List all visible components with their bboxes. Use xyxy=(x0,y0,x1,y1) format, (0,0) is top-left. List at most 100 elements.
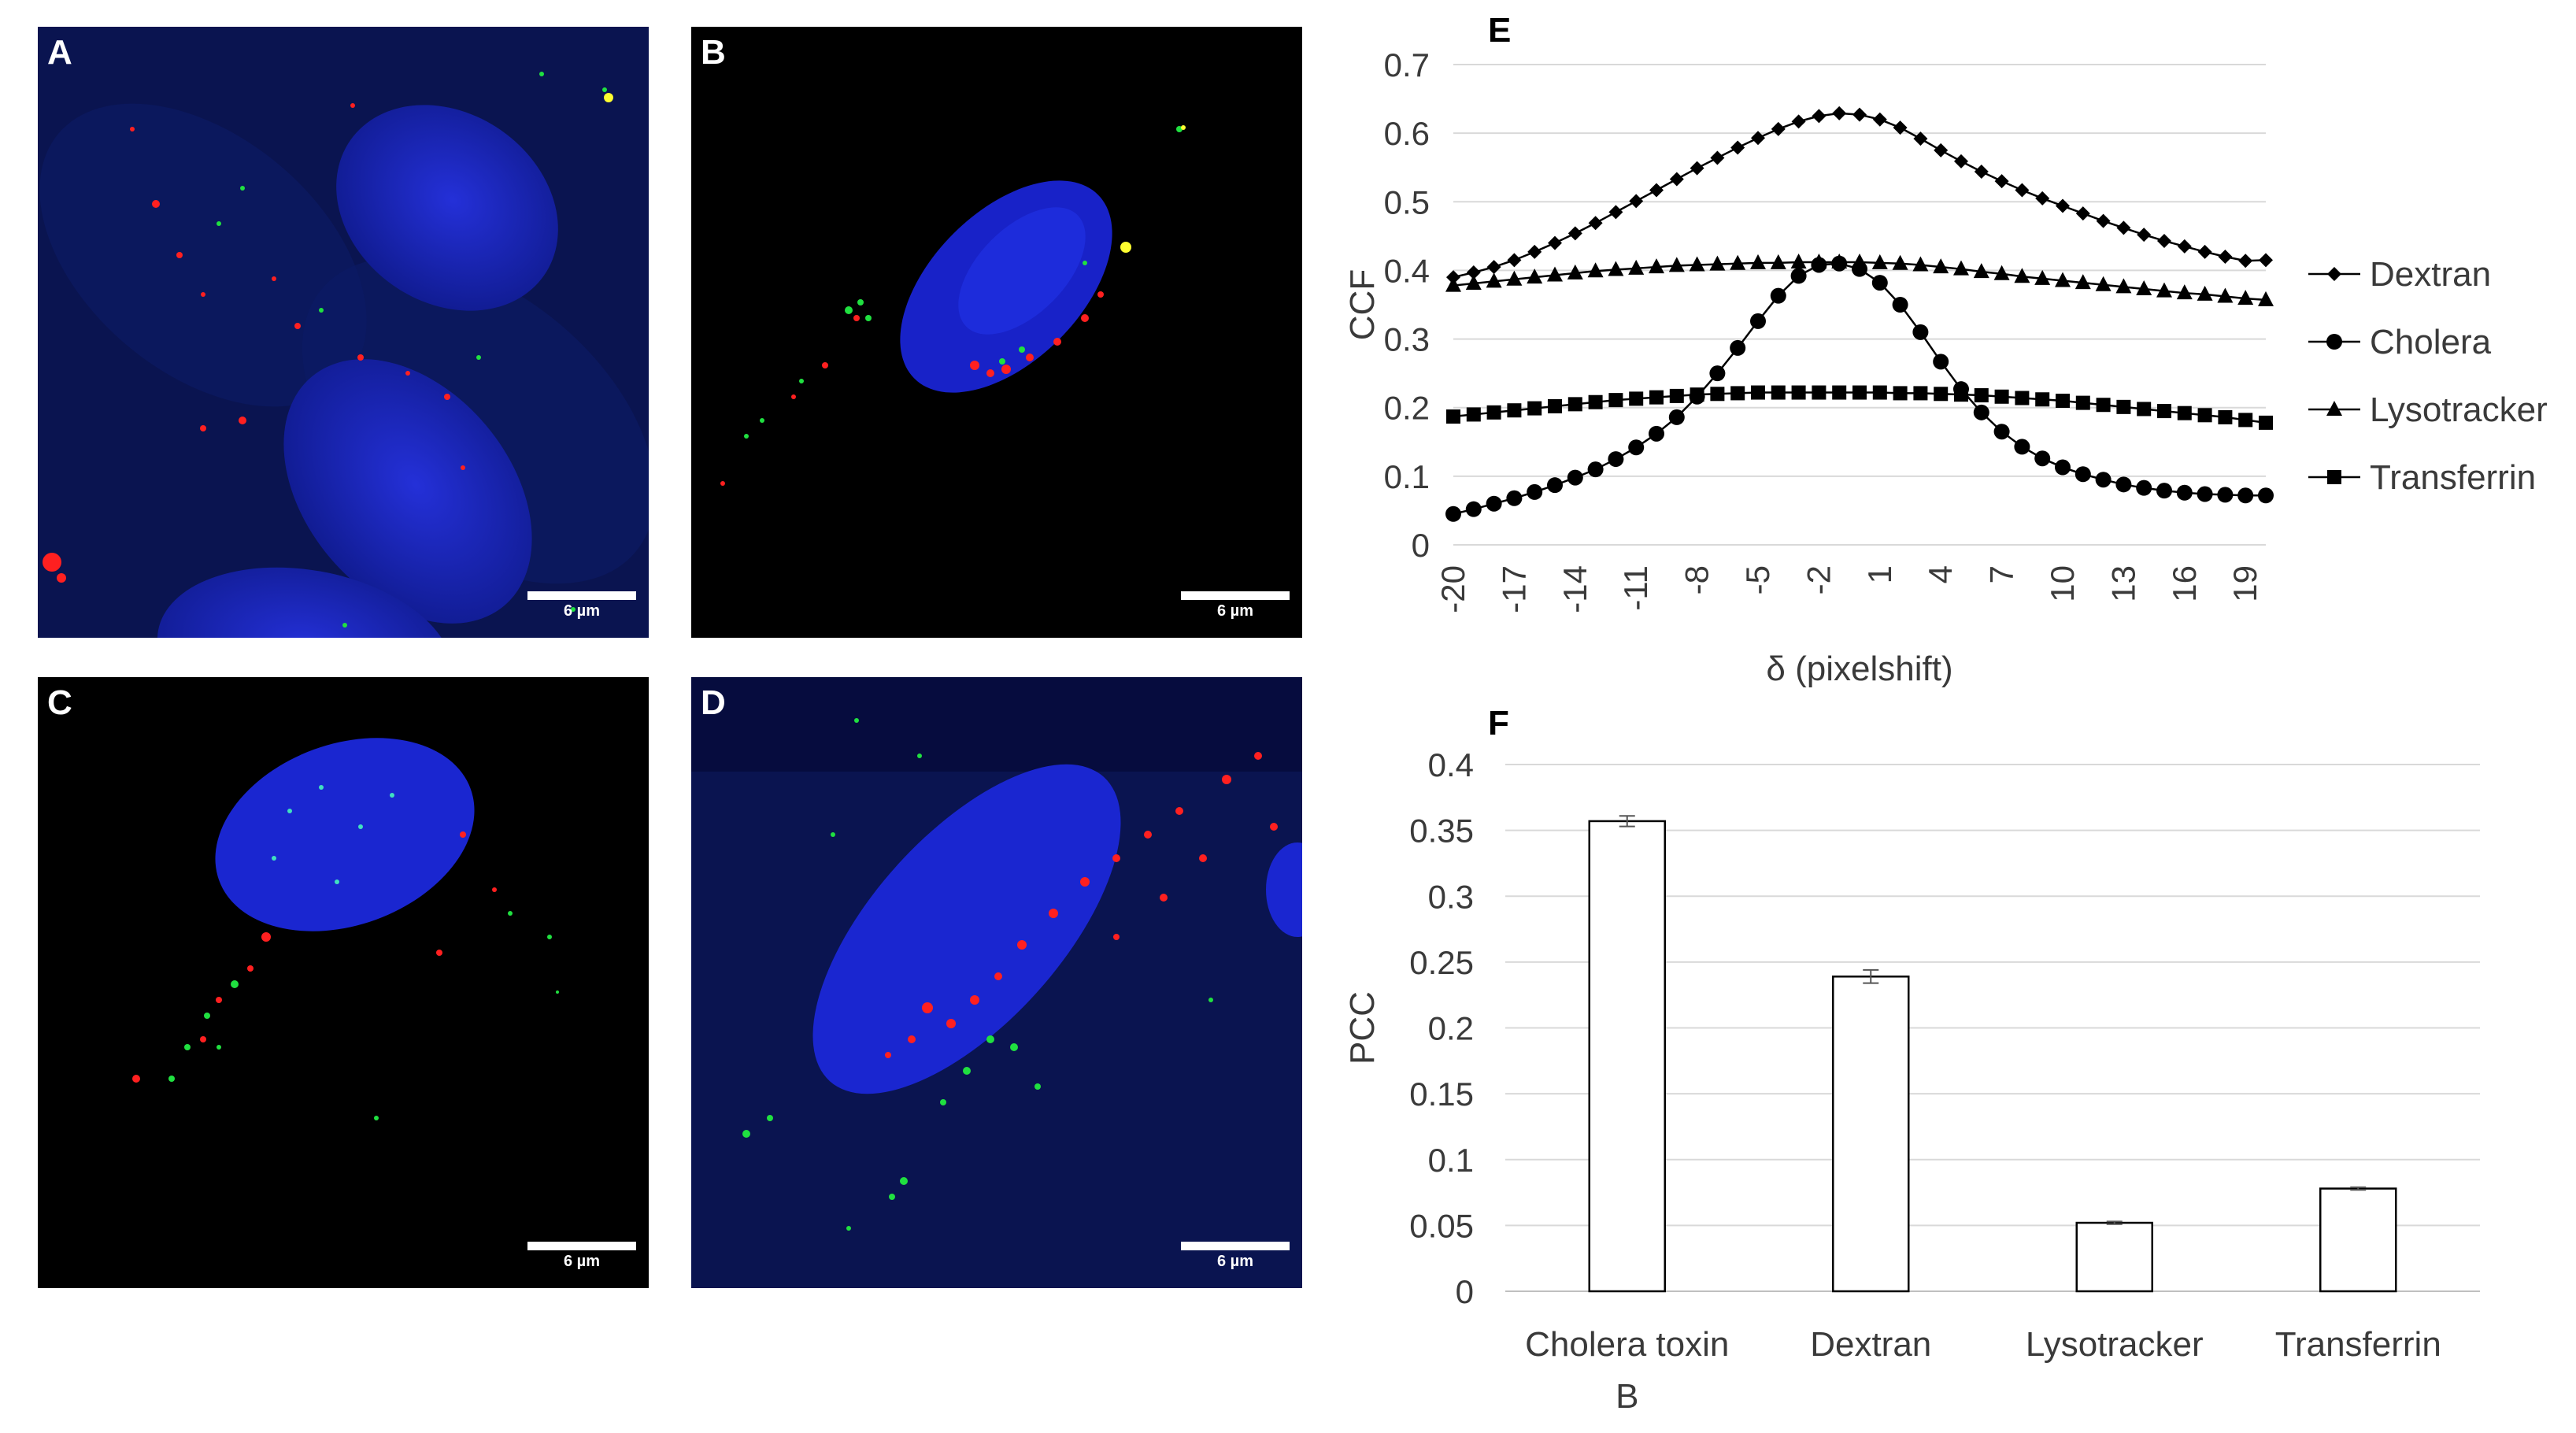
panel-label-f: F xyxy=(1488,704,1509,742)
chart-e-point-dextran xyxy=(1812,109,1827,124)
chart-e-point-lysotracker xyxy=(1852,253,1867,268)
chart-e-point-dextran xyxy=(1527,244,1542,259)
chart-f-category-label: Cholera toxin xyxy=(1525,1325,1729,1364)
scale-bar-label-c: 6 µm xyxy=(564,1253,600,1270)
chart-e-xtick-label: 10 xyxy=(2044,565,2081,602)
scale-bar-c: 6 µm xyxy=(527,1242,636,1271)
chart-e-xtick-label: 4 xyxy=(1922,565,1959,583)
chart-f-ytick-label: 0.05 xyxy=(1409,1207,1474,1244)
chart-e-point-lysotracker xyxy=(1465,274,1482,290)
chart-e-point-cholera xyxy=(2074,466,2091,483)
chart-e-point-dextran xyxy=(1974,164,1989,179)
chart-f-ytick-label: 0.3 xyxy=(1428,878,1474,915)
panel-label-a: A xyxy=(47,33,72,72)
chart-e-point-transferrin xyxy=(1954,387,1968,402)
chart-e-xtick-label: -11 xyxy=(1617,565,1654,611)
micrograph-d-image xyxy=(691,677,1302,1288)
chart-e-point-cholera xyxy=(1871,275,1888,291)
chart-e-point-transferrin xyxy=(1649,390,1664,405)
chart-e-point-transferrin xyxy=(1791,385,1806,400)
chart-e-point-lysotracker xyxy=(1871,254,1888,269)
chart-e-point-transferrin xyxy=(2096,398,2111,413)
chart-e-point-lysotracker xyxy=(1790,253,1807,268)
chart-e-point-lysotracker xyxy=(1547,266,1563,282)
chart-e-point-transferrin xyxy=(1507,403,1522,418)
chart-f-ytick-label: 0.35 xyxy=(1409,813,1474,850)
chart-e-point-transferrin xyxy=(2218,409,2233,424)
chart-e-point-cholera xyxy=(2197,486,2213,502)
chart-e-point-transferrin xyxy=(1812,385,1827,400)
legend-label-dextran: Dextran xyxy=(2370,255,2491,294)
legend-label-cholera: Cholera xyxy=(2370,323,2492,361)
chart-e-point-cholera xyxy=(2258,487,2274,504)
chart-e-point-cholera xyxy=(1933,354,1949,370)
chart-e-point-transferrin xyxy=(2238,413,2253,428)
chart-e-point-transferrin xyxy=(1872,385,1887,400)
chart-e-point-dextran xyxy=(1629,194,1644,209)
chart-e-point-lysotracker xyxy=(1506,270,1523,286)
scale-bar-a: 6 µm xyxy=(527,591,636,620)
chart-e-point-cholera xyxy=(1649,425,1664,442)
chart-e-point-cholera xyxy=(1608,451,1624,468)
chart-e-point-lysotracker xyxy=(1628,259,1645,275)
chart-e-point-dextran xyxy=(2137,228,2152,243)
chart-f-ytick-label: 0.15 xyxy=(1409,1076,1474,1113)
chart-f-bar xyxy=(2075,1221,2153,1293)
chart-e-point-transferrin xyxy=(1730,386,1745,401)
chart-e-point-cholera xyxy=(2136,480,2152,496)
micrograph-d: D 6 µm xyxy=(691,677,1302,1288)
chart-e-point-dextran xyxy=(2259,253,2273,268)
chart-e-point-dextran xyxy=(1852,107,1867,122)
chart-e-point-transferrin xyxy=(1567,397,1582,412)
chart-e-point-cholera xyxy=(1567,469,1583,486)
chart-e-point-lysotracker xyxy=(1811,253,1827,268)
micrograph-b-image xyxy=(691,27,1302,638)
chart-e-point-transferrin xyxy=(1893,386,1908,401)
chart-e-point-cholera xyxy=(2055,459,2071,476)
chart-e-point-transferrin xyxy=(1629,391,1644,406)
chart-e-point-dextran xyxy=(1669,172,1684,187)
chart-e-point-lysotracker xyxy=(1709,255,1726,271)
micrograph-c: C 6 µm xyxy=(38,677,649,1288)
chart-e-point-dextran xyxy=(1771,121,1786,136)
chart-e-point-transferrin xyxy=(1527,401,1542,416)
chart-e-point-transferrin xyxy=(1669,388,1684,403)
micrograph-c-image xyxy=(38,677,649,1288)
chart-e-point-lysotracker xyxy=(2034,269,2051,285)
chart-e-point-lysotracker xyxy=(1912,256,1929,272)
chart-e-point-lysotracker xyxy=(1486,272,1502,288)
chart-e-point-dextran xyxy=(1649,183,1664,198)
chart-e-point-lysotracker xyxy=(1892,254,1908,270)
chart-f-ylabel: PCC xyxy=(1343,991,1382,1065)
chart-e-xtick-label: 19 xyxy=(2226,565,2263,602)
chart-e-xtick-label: 13 xyxy=(2104,565,2141,602)
chart-e-xtick-label: -14 xyxy=(1556,565,1593,613)
chart-e-point-lysotracker xyxy=(1567,264,1583,280)
chart-e-point-transferrin xyxy=(1771,385,1786,400)
chart-e-point-lysotracker xyxy=(1831,253,1848,268)
chart-e-point-lysotracker xyxy=(1445,276,1461,292)
scale-bar-d: 6 µm xyxy=(1181,1242,1290,1271)
micrograph-a: A 6 µm xyxy=(38,27,649,638)
chart-f-bar xyxy=(2319,1187,2397,1293)
chart-f-ytick-label: 0.2 xyxy=(1428,1010,1474,1047)
chart-e-point-lysotracker xyxy=(1750,254,1766,269)
chart-e-point-transferrin xyxy=(2177,405,2192,420)
chart-e-point-dextran xyxy=(2015,183,2030,198)
chart-e-point-lysotracker xyxy=(1527,268,1543,284)
chart-e-point-transferrin xyxy=(1588,394,1603,409)
chart-e-point-dextran xyxy=(1466,265,1481,280)
chart-e-point-transferrin xyxy=(1486,405,1501,420)
micrograph-a-image xyxy=(38,27,649,638)
legend-label-lysotracker: Lysotracker xyxy=(2370,391,2548,429)
chart-e-point-dextran xyxy=(2116,220,2131,235)
chart-e-point-lysotracker xyxy=(2055,272,2071,287)
chart-e-point-cholera xyxy=(2115,476,2132,493)
chart-e-point-transferrin xyxy=(2035,392,2050,407)
chart-e-point-lysotracker xyxy=(1973,263,1989,279)
chart-e-line-dextran xyxy=(1453,112,2267,279)
chart-e-point-cholera xyxy=(2156,483,2172,499)
chart-f-ytick-label: 0.25 xyxy=(1409,944,1474,981)
chart-e-point-lysotracker xyxy=(2176,284,2193,300)
